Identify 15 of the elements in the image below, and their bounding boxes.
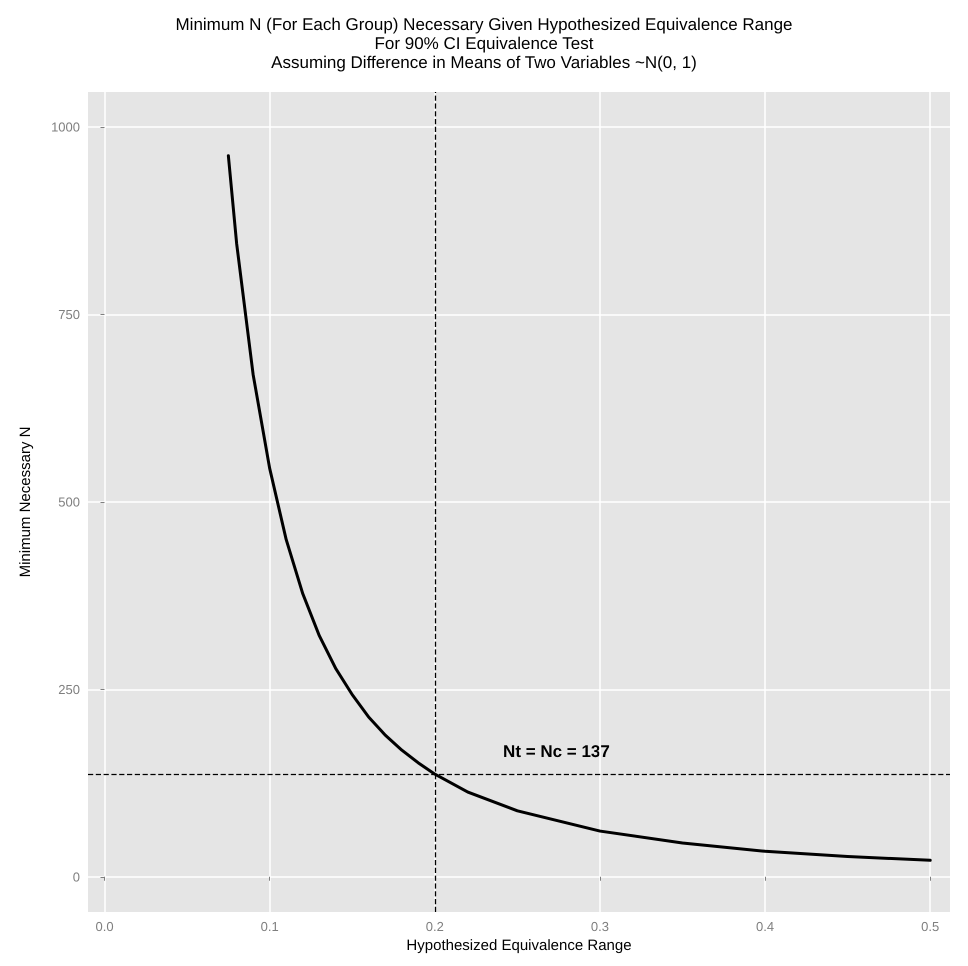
chart-title: Minimum N (For Each Group) Necessary Given Hypothesized Equivalence Range For 90% CI Equivalence Test Assuming Difference in Means of Two Variables ~N(0, 1): [176, 15, 792, 72]
x-tick-label: 0.2: [426, 919, 444, 934]
y-tick-label: 750: [58, 307, 80, 322]
x-axis-title: Hypothesized Equivalence Range: [406, 936, 632, 954]
annotation: Nt = Nc = 137: [503, 742, 610, 761]
y-tick-label: 500: [58, 494, 80, 510]
y-axis-title: Minimum Necessary N: [17, 426, 34, 578]
x-tick-label: 0.3: [590, 919, 609, 934]
y-tick-label: 250: [58, 682, 80, 697]
x-tick-label: 0.4: [756, 919, 774, 934]
x-tick-label: 0.1: [260, 919, 279, 934]
y-tick-label: 1000: [51, 120, 80, 135]
x-tick-label: 0.0: [95, 919, 114, 934]
y-tick-label: 0: [72, 869, 80, 884]
x-tick-label: 0.5: [921, 919, 940, 934]
